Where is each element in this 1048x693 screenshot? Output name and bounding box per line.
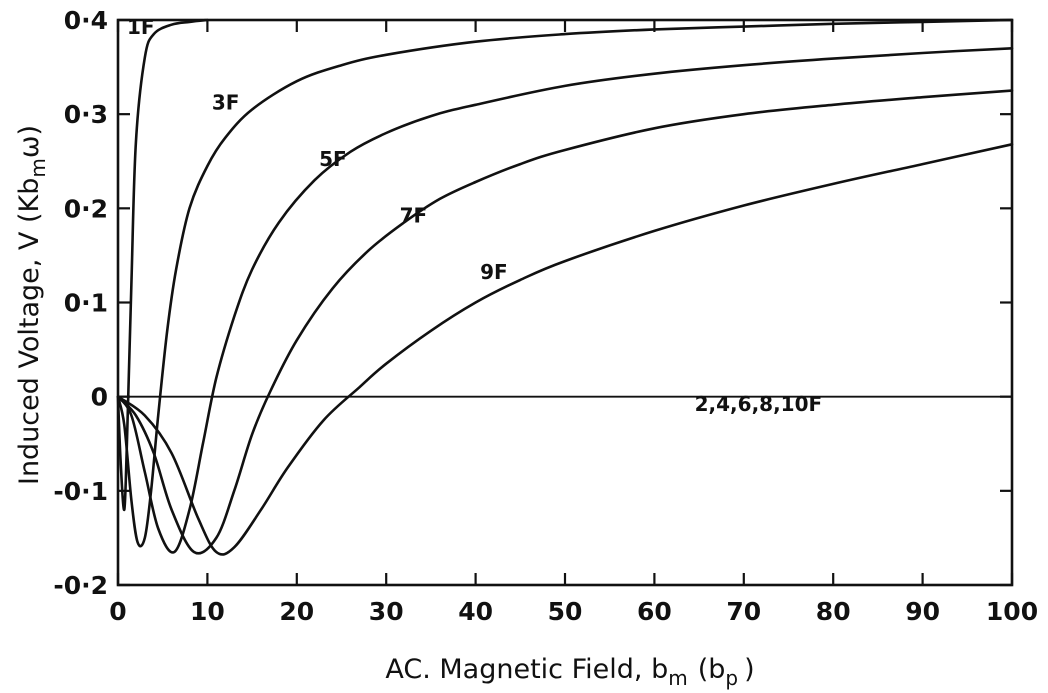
series-label-2-4-6-8-10f: 2,4,6,8,10F <box>695 392 823 416</box>
x-axis-ticks: 0 10 20 30 40 50 60 70 80 90 100 <box>109 20 1038 626</box>
x-tick-label: 90 <box>905 597 940 626</box>
x-tick-label: 40 <box>458 597 493 626</box>
series-line-7f <box>116 89 1014 555</box>
y-tick-label: 0·1 <box>64 289 108 318</box>
y-axis-ticks: -0·2 -0·1 0 0·1 0·2 0·3 0·4 <box>53 6 1012 600</box>
series-line-3f <box>116 18 1014 548</box>
series-labels: 1F 3F 5F 7F 9F 2,4,6,8,10F <box>127 15 822 416</box>
plot-area <box>116 18 1014 587</box>
x-axis-title: AC. Magnetic Field, bm (bp) <box>385 654 754 690</box>
plot-frame <box>116 18 1014 587</box>
x-tick-label: 20 <box>279 597 314 626</box>
x-tick-label: 0 <box>109 597 126 626</box>
y-tick-label: -0·2 <box>53 571 108 600</box>
series-label-9f: 9F <box>480 260 508 284</box>
x-tick-label: 70 <box>726 597 761 626</box>
series-label-5f: 5F <box>319 147 347 171</box>
y-axis-title: Induced Voltage, V (Kbmω) <box>14 125 50 485</box>
y-tick-label: -0·1 <box>53 477 108 506</box>
series-line-1f <box>116 18 209 512</box>
x-tick-label: 60 <box>637 597 672 626</box>
series-lines <box>116 18 1014 556</box>
series-label-1f: 1F <box>127 15 155 39</box>
x-tick-label: 50 <box>548 597 583 626</box>
y-tick-label: 0·3 <box>64 100 108 129</box>
y-tick-label: 0·2 <box>64 194 108 223</box>
series-label-3f: 3F <box>212 90 240 114</box>
y-tick-label: 0 <box>91 383 108 412</box>
series-label-7f: 7F <box>400 203 428 227</box>
y-tick-label: 0·4 <box>64 6 108 35</box>
x-tick-label: 10 <box>190 597 225 626</box>
x-tick-label: 30 <box>369 597 404 626</box>
x-tick-label: 80 <box>816 597 851 626</box>
x-tick-label: 100 <box>986 597 1038 626</box>
series-line-9f <box>116 143 1014 556</box>
series-line-5f <box>116 47 1014 554</box>
